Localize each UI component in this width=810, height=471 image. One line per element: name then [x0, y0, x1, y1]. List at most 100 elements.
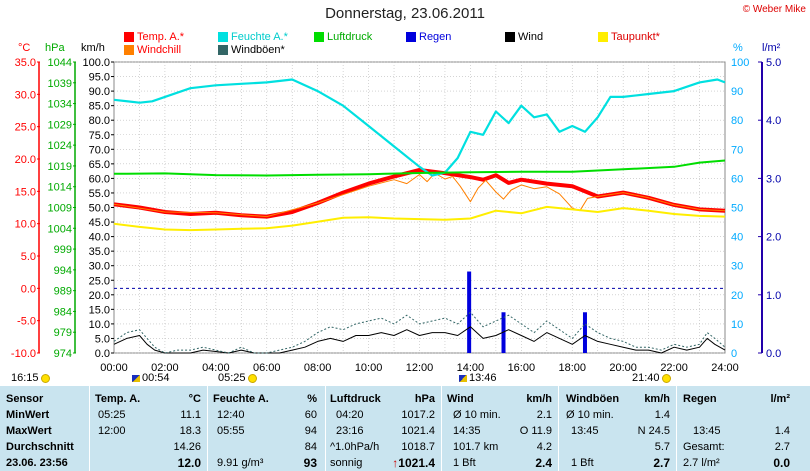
wind-avg10: 2.1 — [536, 409, 552, 421]
pressure-tick-label: 1009 — [48, 203, 72, 215]
wind-tick-label: 100.0 — [82, 57, 110, 69]
stats-col-humidity: Feuchte A. % 12:40 60 05:55 94 84 9.91 g… — [208, 386, 326, 471]
legend-item: Luftdruck — [314, 31, 372, 43]
legend-swatch — [598, 32, 608, 42]
wind-tick-label: 60.0 — [89, 173, 110, 185]
stats-table: Sensor MinWert MaxWert Durchschnitt 23.0… — [0, 386, 810, 471]
legend-swatch — [505, 32, 515, 42]
pressure-tick-label: 984 — [54, 306, 72, 318]
x-tick-label: 14:00 — [457, 362, 485, 374]
wind-distance: 101.7 km — [453, 441, 499, 453]
gust-avg10: 1.4 — [654, 409, 670, 421]
wind-tick-label: 0.0 — [95, 348, 110, 360]
flag-icon — [459, 374, 467, 382]
x-tick-label: 06:00 — [253, 362, 281, 374]
temp-tick-label: -5.0 — [17, 316, 36, 328]
rain-tick-label: 5.0 — [766, 57, 781, 69]
pressure-tick-label: 1039 — [48, 78, 72, 90]
legend-swatch — [218, 45, 228, 55]
humidity-current: 93 — [303, 456, 317, 470]
humidity-tick-label: 30 — [731, 261, 743, 273]
pressure-tick-label: 1044 — [48, 57, 72, 69]
axis-unit-label: km/h — [81, 42, 105, 54]
flag-time-note-2: 13:46 — [459, 372, 497, 384]
wind-tick-label: 70.0 — [89, 144, 110, 156]
gust-current: 2.7 — [653, 456, 670, 470]
humidity-max-time: 05:55 — [217, 425, 245, 437]
wind-current: 2.4 — [535, 456, 552, 470]
rain-tick-label: 4.0 — [766, 115, 781, 127]
pressure-trend: ^1.0hPa/h — [330, 441, 380, 453]
stats-col-gust: Windböen km/h Ø 10 min. 1.4 13:45 N 24.5… — [559, 386, 677, 471]
series-line-taupunkt — [113, 205, 726, 232]
wind-tick-label: 35.0 — [89, 246, 110, 258]
x-tick-label: 24:00 — [711, 362, 739, 374]
pressure-tick-label: 999 — [54, 244, 72, 256]
humidity-avg: 84 — [304, 441, 317, 453]
weather-chart: 35.0 30.0 25.0 20.0 15.0 10.0 5.0 0.0 -5.0 -10.0 1… — [11, 42, 781, 374]
rain-total: 2.7 — [774, 441, 790, 453]
temp-tick-label: 10.0 — [15, 219, 36, 231]
rain-header: Regen — [683, 393, 717, 405]
wind-tick-label: 50.0 — [89, 203, 110, 215]
sensor-header: Sensor — [6, 393, 44, 405]
wind-max-time: 14:35 — [453, 425, 481, 437]
legend-label: Taupunkt* — [611, 31, 660, 43]
gust-header: Windböen — [566, 393, 620, 405]
copyright-label[interactable]: © Weber Mike — [742, 4, 806, 15]
wind-header: Wind — [447, 393, 474, 405]
row-label-max: MaxWert — [6, 425, 52, 437]
legend-item: Windböen* — [218, 44, 285, 56]
legend-item: Windchill — [124, 44, 181, 56]
x-tick-label: 08:00 — [304, 362, 332, 374]
wind-tick-label: 25.0 — [89, 275, 110, 287]
pressure-tick-label: 1019 — [48, 161, 72, 173]
sunset-icon — [661, 373, 671, 383]
stats-col-wind: Wind km/h Ø 10 min. 2.1 14:35 O 11.9 101… — [442, 386, 559, 471]
humidity-absolute: 9.91 g/m³ — [217, 457, 264, 469]
temp-current: 12.0 — [177, 456, 201, 470]
wind-tick-label: 90.0 — [89, 86, 110, 98]
temp-tick-label: 15.0 — [15, 186, 36, 198]
pressure-current-value: 1021.4 — [398, 456, 435, 470]
wind-tick-label: 65.0 — [89, 159, 110, 171]
temp-max: 18.3 — [179, 425, 201, 437]
x-tick-label: 00:00 — [100, 362, 128, 374]
pressure-min-time: 04:20 — [336, 409, 364, 421]
humidity-tick-label: 50 — [731, 203, 743, 215]
rain-tick-label: 0.0 — [766, 348, 781, 360]
wind-tick-label: 75.0 — [89, 130, 110, 142]
humidity-tick-label: 10 — [731, 319, 743, 331]
wind-tick-label: 85.0 — [89, 101, 110, 113]
gust-max-time: 13:45 — [571, 425, 599, 437]
wind-max: O 11.9 — [519, 425, 552, 437]
sunset-time-note: 21:40 — [632, 372, 671, 384]
legend-label: Regen — [419, 31, 452, 43]
pressure-avg: 1018.7 — [401, 441, 435, 453]
humidity-tick-label: 80 — [731, 115, 743, 127]
temp-header: Temp. A. — [95, 393, 141, 405]
temp-tick-label: 30.0 — [15, 89, 36, 101]
flag-icon — [132, 374, 140, 382]
temp-tick-label: 25.0 — [15, 122, 36, 134]
stats-col-temp: Temp. A. °C 05:25 11.1 12:00 18.3 14.26 … — [90, 386, 208, 471]
rain-total-label: Gesamt: — [683, 441, 725, 453]
pressure-tick-label: 1014 — [48, 182, 72, 194]
humidity-tick-label: 60 — [731, 173, 743, 185]
axis-unit-label: % — [733, 42, 743, 54]
legend-label: Windchill — [137, 44, 182, 56]
temp-min-time: 05:25 — [98, 409, 126, 421]
wind-tick-label: 20.0 — [89, 290, 110, 302]
sunrise-time-note: 05:25 — [218, 372, 257, 384]
pressure-tick-label: 994 — [54, 265, 72, 277]
gust-avg: 5.7 — [654, 441, 670, 453]
rain-current: 0.0 — [773, 456, 790, 470]
wind-tick-label: 40.0 — [89, 232, 110, 244]
humidity-tick-label: 90 — [731, 86, 743, 98]
gust-avg10-label: Ø 10 min. — [566, 409, 614, 421]
rain-bar — [467, 271, 472, 353]
humidity-header: Feuchte A. — [213, 393, 269, 405]
series-line-feuchtea — [113, 78, 726, 177]
wind-tick-label: 10.0 — [89, 319, 110, 331]
pressure-min: 1017.2 — [401, 409, 435, 421]
